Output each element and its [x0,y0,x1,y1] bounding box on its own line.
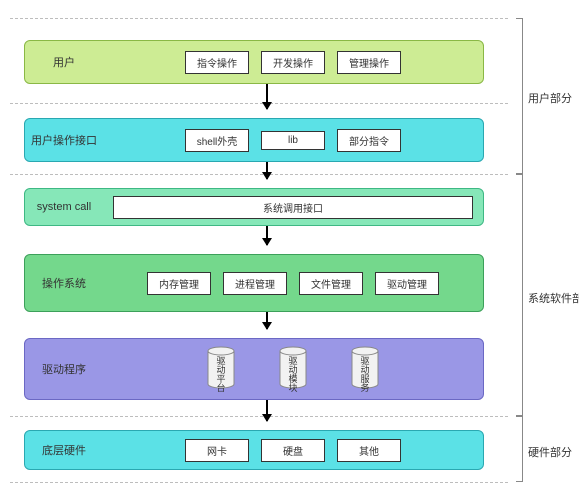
chip: 网卡 [185,439,249,462]
chip: 进程管理 [223,272,287,295]
bracket-line [514,174,523,416]
layer-label: 底层硬件 [25,442,103,458]
layer-body: 内存管理进程管理文件管理驱动管理 [103,266,483,301]
chip: 开发操作 [261,51,325,74]
chip: lib [261,131,325,150]
cylinder-label: 驱动模块 [287,356,300,392]
chip: shell外壳 [185,129,249,152]
chip: 管理操作 [337,51,401,74]
bracket-label: 系统软件部分 [528,290,579,306]
section-divider [10,103,508,104]
layer-hw: 底层硬件网卡硬盘其他 [24,430,484,470]
section-divider [10,416,508,417]
layer-body: 驱动平台 驱动模块 驱动服务 [103,340,483,398]
chip: 其他 [337,439,401,462]
chip: 内存管理 [147,272,211,295]
chip-full: 系统调用接口 [113,196,473,219]
chip: 部分指令 [337,129,401,152]
layer-os: 操作系统内存管理进程管理文件管理驱动管理 [24,254,484,312]
chip: 硬盘 [261,439,325,462]
chip: 文件管理 [299,272,363,295]
cylinder: 驱动平台 [207,346,235,392]
layer-syscall: system call 系统调用接口 [24,188,484,226]
layer-body: 指令操作开发操作管理操作 [103,45,483,80]
diagram-root: 用户部分系统软件部分硬件部分用户指令操作开发操作管理操作用户操作接口shell外… [10,18,568,482]
chip: 驱动管理 [375,272,439,295]
section-divider [10,174,508,175]
chip: 指令操作 [185,51,249,74]
section-divider [10,18,508,19]
layer-driver: 驱动程序 驱动平台 驱动模块 驱动服务 [24,338,484,400]
layer-label: system call [25,201,103,213]
bracket-line [514,18,523,174]
layer-label: 用户操作接口 [25,132,103,148]
cylinder: 驱动模块 [279,346,307,392]
cylinder-label: 驱动服务 [359,356,372,392]
bracket-label: 用户部分 [528,90,572,106]
section-divider [10,482,508,483]
bracket-line [514,416,523,482]
layer-user-if: 用户操作接口 shell外壳 lib 部分指令 [24,118,484,162]
layer-label: 用户 [25,54,103,70]
flow-arrow [266,162,268,179]
layer-label: 操作系统 [25,275,103,291]
flow-arrow [266,312,268,329]
cylinder-label: 驱动平台 [215,356,228,392]
flow-arrow [266,226,268,245]
layer-body: 网卡硬盘其他 [103,433,483,468]
layer-label: 驱动程序 [25,361,103,377]
layer-user: 用户指令操作开发操作管理操作 [24,40,484,84]
layer-body: 系统调用接口 [103,190,483,225]
cylinder: 驱动服务 [351,346,379,392]
layer-body: shell外壳 lib 部分指令 [103,123,483,158]
flow-arrow [266,84,268,109]
bracket-label: 硬件部分 [528,444,572,460]
flow-arrow [266,400,268,421]
